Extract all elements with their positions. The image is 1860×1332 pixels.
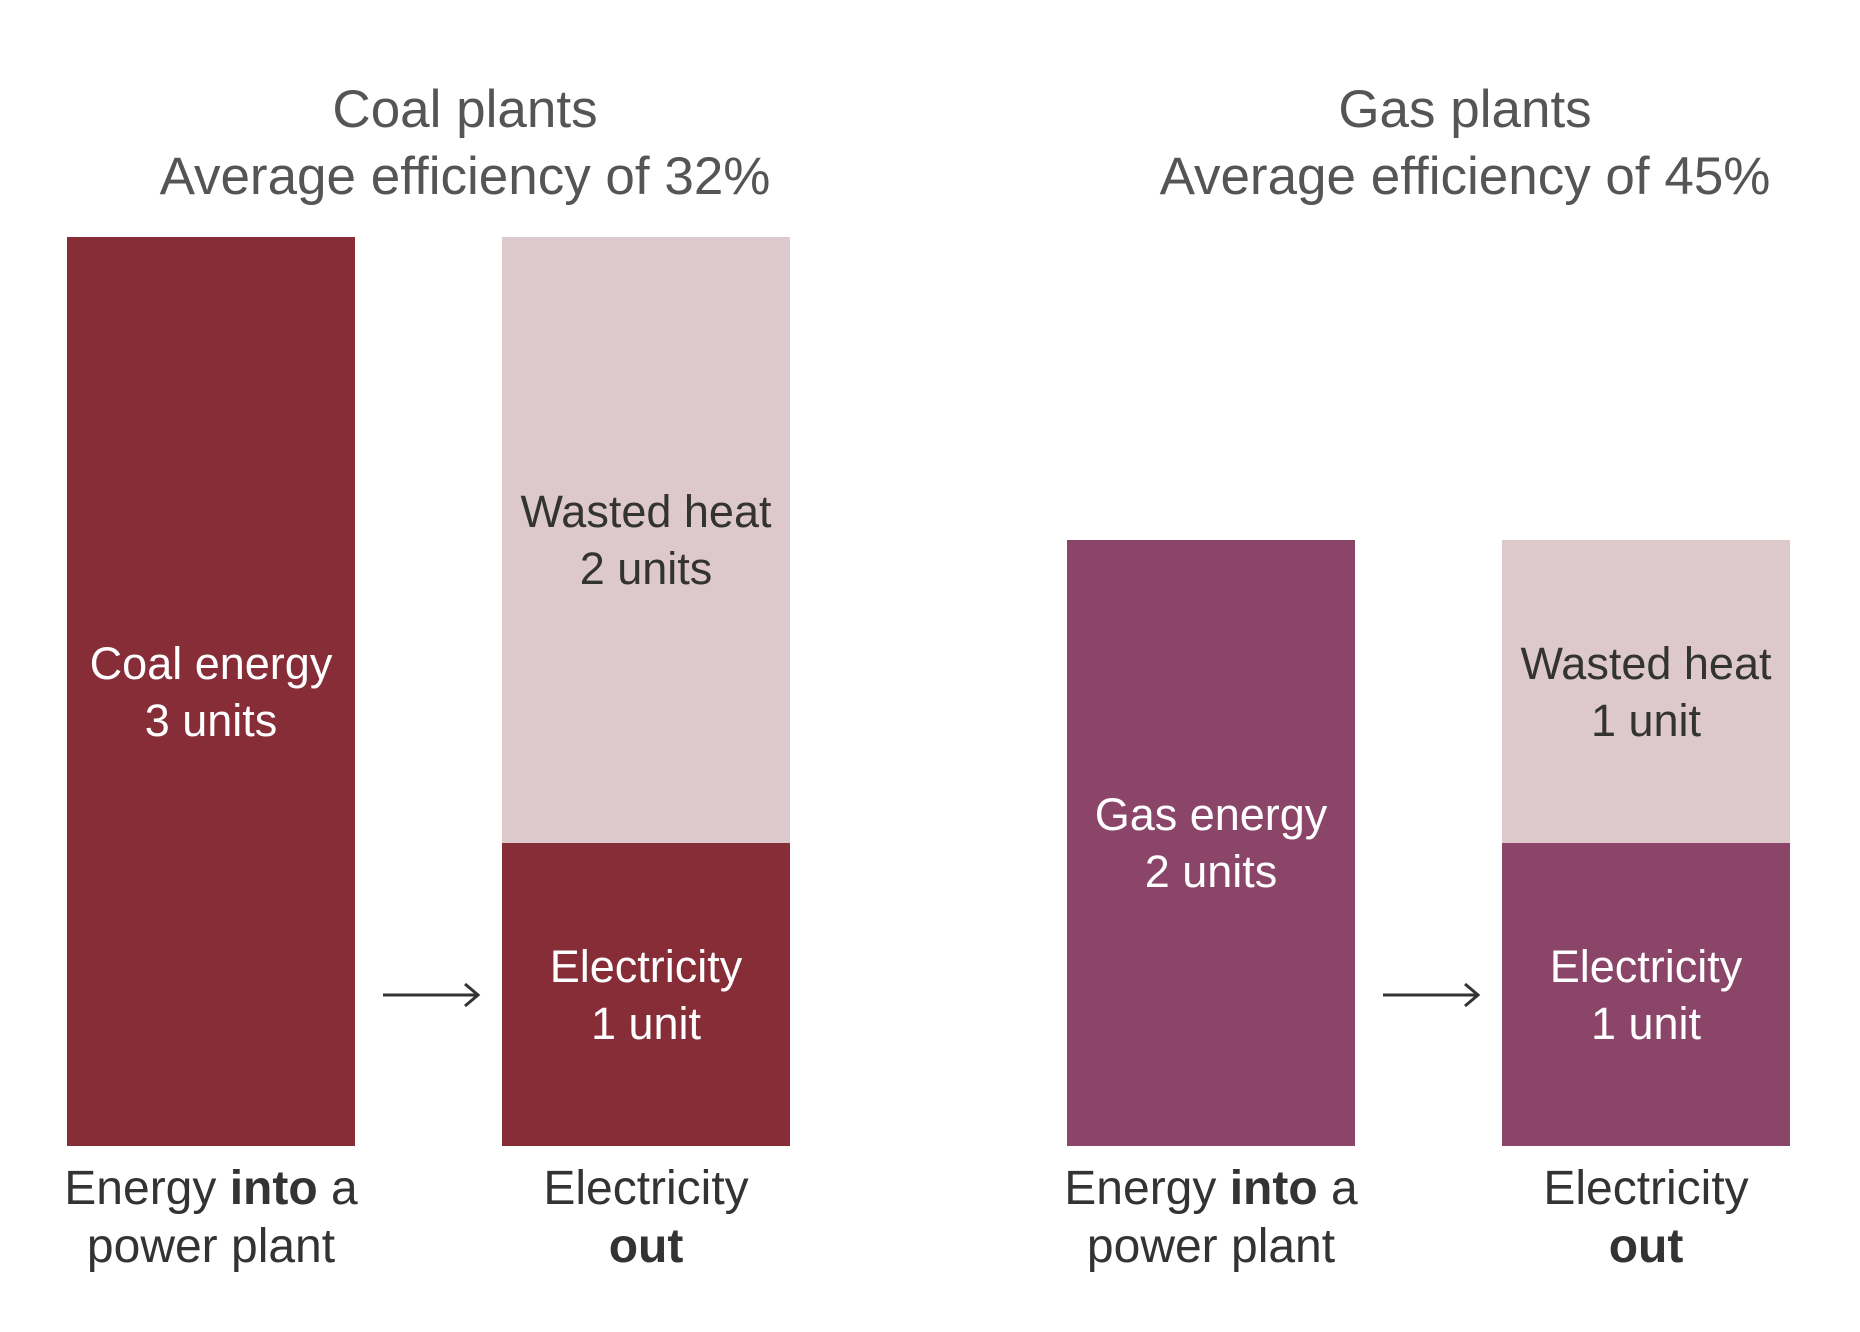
coal-wasted-heat-units: 2 units (579, 543, 713, 594)
gas-energy-bar: Gas energy 2 units (1067, 540, 1355, 1146)
coal-panel: Coal plants Average efficiency of 32% Co… (0, 76, 930, 1276)
gas-title: Gas plants (1338, 80, 1592, 139)
coal-caption-energy-in: Energy into a power plant (46, 1160, 376, 1276)
gas-energy-label: Gas energy (1094, 789, 1328, 840)
gas-energy-units: 2 units (1144, 846, 1278, 897)
coal-electricity-units: 1 unit (590, 997, 702, 1049)
caption-line2: power plant (1086, 1220, 1336, 1273)
gas-title-block: Gas plants Average efficiency of 45% (1000, 76, 1860, 210)
gas-electricity-bar: Electricity 1 unit (1502, 843, 1790, 1146)
coal-energy-units: 3 units (144, 694, 278, 746)
arrow-right-icon (383, 982, 481, 1007)
coal-energy-label: Coal energy (89, 637, 333, 689)
coal-caption-electricity-out: Electricity out (481, 1160, 811, 1276)
caption-bold: into (229, 1162, 318, 1215)
gas-subtitle: Average efficiency of 45% (1159, 147, 1771, 206)
caption-line1: Electricity (1543, 1162, 1749, 1215)
coal-title-block: Coal plants Average efficiency of 32% (0, 76, 930, 210)
caption-text: Energy (64, 1162, 230, 1215)
coal-wasted-heat-bar: Wasted heat 2 units (502, 237, 790, 843)
caption-bold: into (1229, 1162, 1318, 1215)
coal-electricity-bar: Electricity 1 unit (502, 843, 790, 1146)
coal-wasted-heat-label: Wasted heat (520, 486, 772, 537)
gas-panel: Gas plants Average efficiency of 45% Gas… (1000, 0, 1860, 1332)
coal-title: Coal plants (332, 80, 598, 139)
arrow-right-icon (1383, 982, 1481, 1007)
caption-text: Energy (1064, 1162, 1230, 1215)
gas-wasted-heat-units: 1 unit (1590, 694, 1702, 746)
caption-text: a (1317, 1162, 1358, 1215)
coal-subtitle: Average efficiency of 32% (159, 147, 771, 206)
gas-wasted-heat-label: Wasted heat (1520, 637, 1772, 689)
coal-electricity-label: Electricity (549, 940, 743, 992)
caption-bold: out (1608, 1220, 1684, 1273)
caption-text: a (317, 1162, 358, 1215)
gas-caption-electricity-out: Electricity out (1481, 1160, 1811, 1276)
caption-line2: power plant (86, 1220, 336, 1273)
caption-line1: Electricity (543, 1162, 749, 1215)
caption-bold: out (608, 1220, 684, 1273)
gas-electricity-units: 1 unit (1590, 997, 1702, 1049)
coal-energy-bar: Coal energy 3 units (67, 237, 355, 1146)
gas-caption-energy-in: Energy into a power plant (1046, 1160, 1376, 1276)
gas-electricity-label: Electricity (1549, 940, 1743, 992)
gas-wasted-heat-bar: Wasted heat 1 unit (1502, 540, 1790, 843)
